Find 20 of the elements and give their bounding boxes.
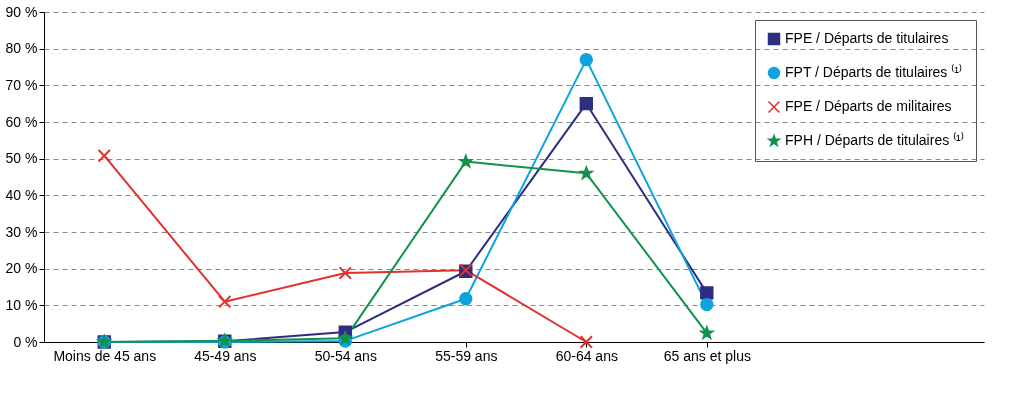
y-tick-label: 20 % [5, 260, 38, 277]
x-tick-label: 50-54 ans [314, 347, 377, 364]
y-tick-label: 50 % [5, 150, 38, 167]
x-tick-label: 65 ans et plus [663, 347, 751, 364]
y-tick-label: 70 % [5, 76, 38, 93]
x-tick-label: Moins de 45 ans [53, 347, 157, 364]
x-tick-label: 55-59 ans [435, 347, 498, 364]
legend-label: FPH / Départs de titulaires ⁽¹⁾ [785, 132, 964, 148]
legend-label: FPT / Départs de titulaires ⁽¹⁾ [785, 64, 962, 80]
y-tick-label: 10 % [5, 296, 38, 313]
y-tick-label: 0 % [13, 333, 38, 350]
y-tick-label: 90 % [5, 3, 38, 20]
legend-label: FPE / Départs de titulaires [785, 30, 949, 46]
x-tick-label: 45-49 ans [194, 347, 257, 364]
legend-label: FPE / Départs de militaires [785, 98, 952, 114]
y-tick-label: 30 % [5, 223, 38, 240]
y-tick-label: 60 % [5, 113, 38, 130]
y-tick-label: 80 % [5, 40, 38, 57]
y-tick-label: 40 % [5, 186, 38, 203]
x-tick-label: 60-64 ans [555, 347, 618, 364]
